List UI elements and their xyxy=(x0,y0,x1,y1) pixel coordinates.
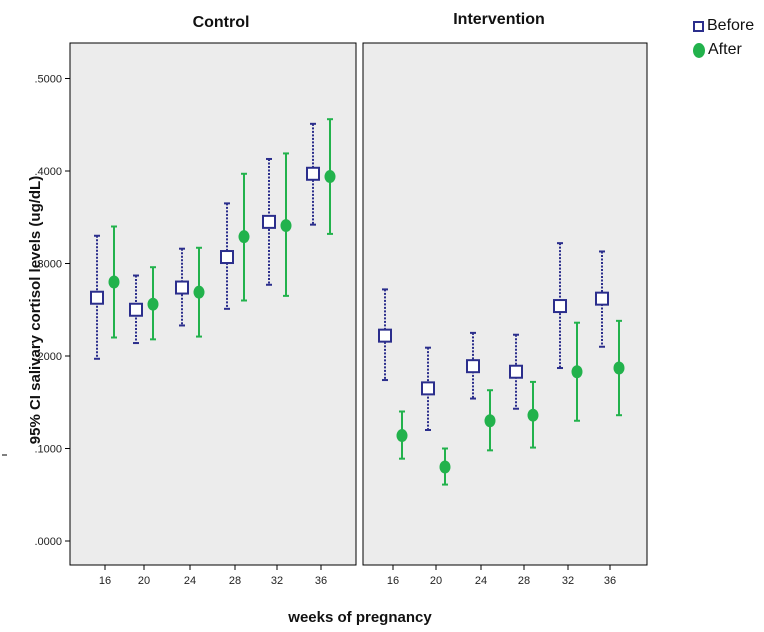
y-tick-label: .0000 xyxy=(34,536,62,548)
y-axis: .0000 .1000 .2000 .3000 .4000 .5000 xyxy=(34,74,70,548)
point-before xyxy=(90,290,104,305)
point-after xyxy=(527,408,539,422)
point-before xyxy=(595,291,609,306)
y-tick-label: .1000 xyxy=(34,444,62,456)
legend-label-before: Before xyxy=(707,17,755,34)
y-tick-label: .4000 xyxy=(34,166,62,178)
x-tick-label: 32 xyxy=(562,575,574,587)
point-after xyxy=(193,285,205,299)
y-tick-label: .3000 xyxy=(34,259,62,271)
legend-item-after: After xyxy=(693,38,754,62)
point-after xyxy=(613,361,625,375)
point-before xyxy=(129,302,143,317)
point-after xyxy=(324,170,336,184)
point-after xyxy=(396,429,408,443)
x-tick-label: 24 xyxy=(184,575,196,587)
y-tick-label: .2000 xyxy=(34,351,62,363)
x-tick-label: 36 xyxy=(604,575,616,587)
x-tick-label: 16 xyxy=(99,575,111,587)
panel-control-background xyxy=(69,42,357,566)
panel-intervention: Intervention xyxy=(362,11,648,566)
x-axis-label: weeks of pregnancy xyxy=(287,609,432,626)
data-marks xyxy=(90,118,625,486)
point-after xyxy=(147,297,159,311)
legend-label-after: After xyxy=(708,41,742,58)
point-before xyxy=(553,299,567,314)
point-after xyxy=(571,365,583,379)
x-tick-label: 20 xyxy=(430,575,442,587)
x-tick-label: 28 xyxy=(229,575,241,587)
legend-square-marker xyxy=(693,20,704,32)
x-tick-label: 16 xyxy=(387,575,399,587)
x-tick-label: 32 xyxy=(271,575,283,587)
point-after xyxy=(108,275,120,289)
point-after xyxy=(484,414,496,428)
legend-item-before: Before xyxy=(693,14,754,38)
x-axis: 16 20 24 28 32 36 16 20 24 28 32 36 xyxy=(99,565,616,587)
point-before xyxy=(306,166,320,181)
panel-control: Control xyxy=(69,14,357,566)
point-after xyxy=(439,460,451,474)
y-axis-label: 95% CI salivary cortisol levels (ug/dL) xyxy=(27,176,44,444)
point-before xyxy=(175,280,189,295)
x-tick-label: 24 xyxy=(475,575,487,587)
panel-control-title: Control xyxy=(193,14,250,31)
point-before xyxy=(220,250,234,265)
point-before xyxy=(262,214,276,229)
x-tick-label: 28 xyxy=(518,575,530,587)
point-before xyxy=(421,381,435,396)
point-before xyxy=(378,328,392,343)
legend: Before After xyxy=(693,14,754,62)
point-before xyxy=(509,364,523,379)
point-before xyxy=(466,359,480,374)
point-after xyxy=(238,230,250,244)
panel-intervention-title: Intervention xyxy=(453,11,545,28)
x-tick-label: 20 xyxy=(138,575,150,587)
point-after xyxy=(280,219,292,233)
x-tick-label: 36 xyxy=(315,575,327,587)
legend-circle-marker xyxy=(693,42,705,58)
y-tick-label: .5000 xyxy=(34,74,62,86)
